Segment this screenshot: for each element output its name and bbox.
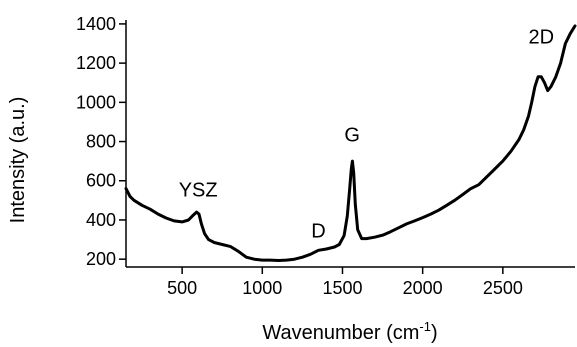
y-tick-label: 200 [86,249,116,269]
x-tick-label: 2000 [403,278,443,298]
y-tick-label: 1000 [76,92,116,112]
y-tick-label: 600 [86,171,116,191]
y-tick-label: 400 [86,210,116,230]
x-axis-title: Wavenumber (cm-1) [262,319,437,344]
y-tick-label: 800 [86,132,116,152]
peak-label-ysz: YSZ [179,179,218,201]
y-axis-title: Intensity (a.u.) [7,97,29,224]
x-axis-ticks: 500 1000 1500 2000 2500 [167,267,523,298]
x-axis-title-main: Wavenumber (cm [262,322,419,344]
x-axis-title-suffix: ) [431,322,438,344]
peak-label-g: G [344,125,360,147]
x-tick-label: 1500 [322,278,362,298]
x-axis-title-superscript: -1 [419,319,431,334]
peak-label-2d: 2D [529,27,555,49]
plot-area: 200 400 600 800 1000 1200 1400 500 1000 1500 2000… [76,14,577,298]
y-axis-ticks: 200 400 600 800 1000 1200 1400 [76,14,126,269]
x-tick-label: 1000 [242,278,282,298]
y-tick-label: 1200 [76,53,116,73]
peak-annotations: YSZ D G 2D [179,27,554,243]
y-tick-label: 1400 [76,14,116,34]
peak-label-d: D [311,221,325,243]
spectrum-line [124,24,577,262]
x-tick-label: 500 [167,278,197,298]
x-tick-label: 2500 [483,278,523,298]
